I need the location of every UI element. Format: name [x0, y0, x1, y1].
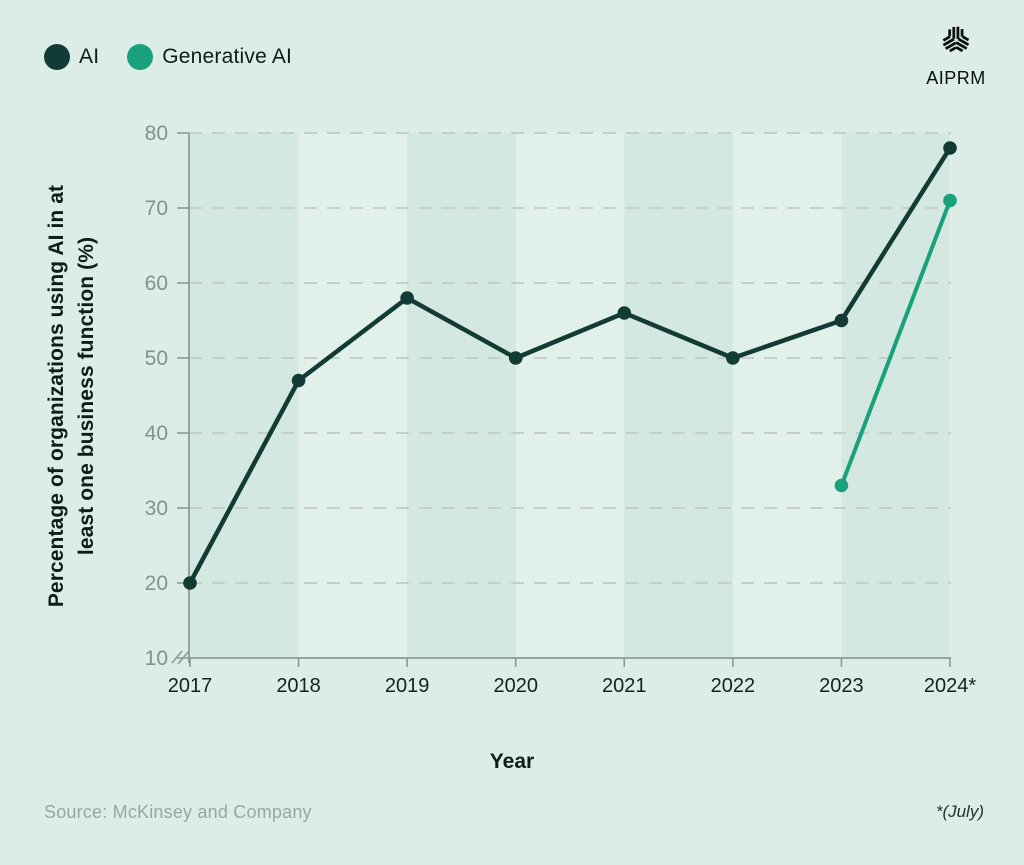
data-point — [726, 351, 740, 365]
y-tick-label: 30 — [145, 497, 168, 520]
alternating-band — [624, 133, 733, 658]
x-axis: 2017 2018 2019 2020 2021 2022 2023 2024* — [168, 657, 976, 697]
y-tick-label: 60 — [145, 272, 168, 295]
data-point — [834, 313, 849, 328]
data-point — [183, 576, 197, 590]
legend: AI Generative AI — [44, 44, 292, 70]
data-point — [508, 351, 523, 365]
series-ai — [183, 141, 957, 590]
ai-series-swatch-icon — [44, 44, 70, 70]
y-tick-label: 10 — [145, 647, 168, 670]
data-point — [400, 291, 414, 305]
y-axis: 10 20 30 40 50 60 70 80 — [145, 122, 190, 670]
x-tick-label: 2019 — [385, 675, 430, 697]
legend-label-generative-ai: Generative AI — [162, 45, 293, 68]
y-axis-title-line1: Percentage of organizations using AI in … — [45, 184, 68, 608]
x-tick-label: 2017 — [168, 675, 213, 697]
data-point — [834, 478, 849, 493]
legend-item-generative-ai: Generative AI — [127, 44, 292, 70]
aiprm-cube-logo-icon — [940, 26, 972, 54]
data-point — [617, 306, 632, 320]
y-axis-title-line2: least one business function (%) — [75, 236, 98, 556]
x-tick-label: 2020 — [493, 675, 538, 697]
y-tick-label: 40 — [145, 422, 168, 445]
source-attribution: Source: McKinsey and Company — [44, 802, 312, 822]
series-generative-ai — [834, 193, 957, 493]
y-tick-label: 70 — [145, 197, 168, 220]
axis-break-icon — [171, 650, 189, 665]
gridlines — [189, 132, 951, 584]
series-line — [839, 198, 952, 488]
y-axis-title: Percentage of organizations using AI in … — [42, 96, 102, 696]
y-tick-label: 50 — [145, 347, 168, 370]
alternating-band — [190, 133, 299, 658]
data-point — [943, 141, 957, 155]
legend-label-ai: AI — [79, 45, 100, 68]
x-tick-label: 2021 — [602, 675, 647, 697]
x-tick-label: 2023 — [819, 675, 864, 697]
brand-name: AIPRM — [926, 68, 986, 88]
alternating-band — [841, 133, 950, 658]
data-point — [943, 193, 957, 208]
footnote-july: *(July) — [935, 802, 984, 821]
legend-item-ai: AI — [44, 44, 99, 70]
y-tick-label: 80 — [145, 122, 168, 145]
x-tick-label: 2018 — [276, 675, 321, 697]
x-axis-title: Year — [489, 750, 535, 773]
y-tick-label: 20 — [145, 572, 168, 595]
x-tick-label: 2024* — [924, 675, 976, 697]
series-line — [187, 145, 953, 586]
x-tick-label: 2022 — [711, 675, 756, 697]
plot-bands — [189, 133, 951, 658]
alternating-band — [407, 133, 516, 658]
brand-block: AIPRM — [914, 20, 998, 89]
generative-ai-series-swatch-icon — [127, 44, 154, 70]
data-point — [291, 373, 306, 388]
